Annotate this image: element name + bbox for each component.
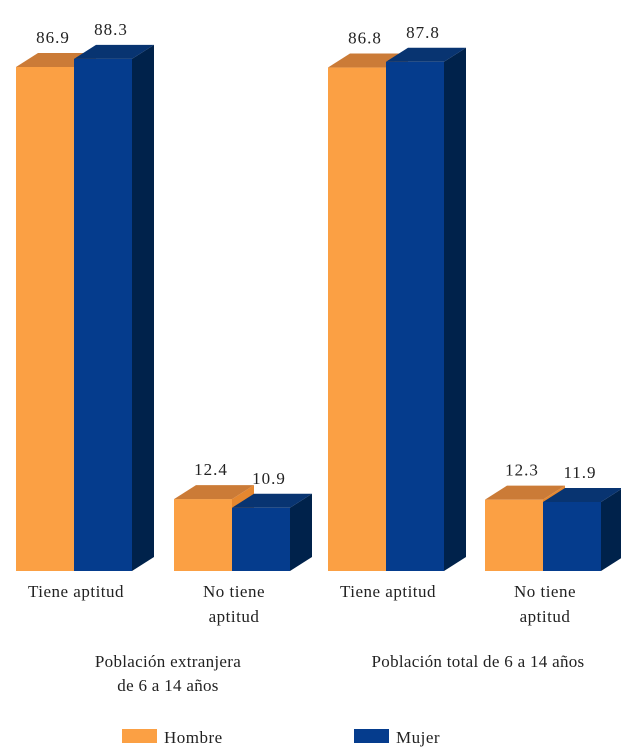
group-label: de 6 a 14 años [117, 676, 218, 695]
legend-swatch [354, 729, 389, 743]
data-label: 87.8 [406, 23, 440, 42]
bar-hombre [328, 67, 386, 571]
category-label: aptitud [520, 607, 571, 626]
bar-mujer-side [132, 44, 154, 572]
group-label: Población total de 6 a 14 años [372, 652, 585, 671]
data-label: 86.9 [36, 28, 70, 47]
legend-label: Hombre [164, 728, 223, 747]
bar-mujer [74, 58, 132, 572]
bar-mujer [232, 507, 290, 571]
bar-mujer-side [601, 489, 621, 571]
data-label: 11.9 [563, 463, 596, 482]
data-label: 12.4 [194, 460, 228, 479]
bar-hombre [485, 499, 543, 571]
bar-hombre [174, 499, 232, 571]
data-label: 12.3 [505, 461, 539, 480]
category-label: Tiene aptitud [340, 582, 436, 601]
bar-mujer [386, 61, 444, 571]
bar-mujer-top [543, 487, 621, 502]
data-label: 88.3 [94, 20, 128, 39]
bar-mujer-top [232, 493, 312, 508]
legend-label: Mujer [396, 728, 440, 747]
bar-hombre-top [485, 485, 565, 500]
data-label: 10.9 [252, 469, 286, 488]
bar-mujer [543, 501, 601, 571]
category-label: No tiene [203, 582, 265, 601]
category-label: aptitud [209, 607, 260, 626]
group-label: Población extranjera [95, 652, 241, 671]
legend-swatch [122, 729, 157, 743]
bar-mujer-side [290, 493, 312, 571]
data-label: 86.8 [348, 29, 382, 48]
category-label: No tiene [514, 582, 576, 601]
bar-hombre [16, 66, 74, 571]
bar-hombre-top [174, 485, 254, 500]
bar-mujer-top [74, 44, 154, 59]
category-label: Tiene aptitud [28, 582, 124, 601]
bar-mujer-side [444, 47, 466, 571]
bar-mujer-top [386, 47, 466, 62]
